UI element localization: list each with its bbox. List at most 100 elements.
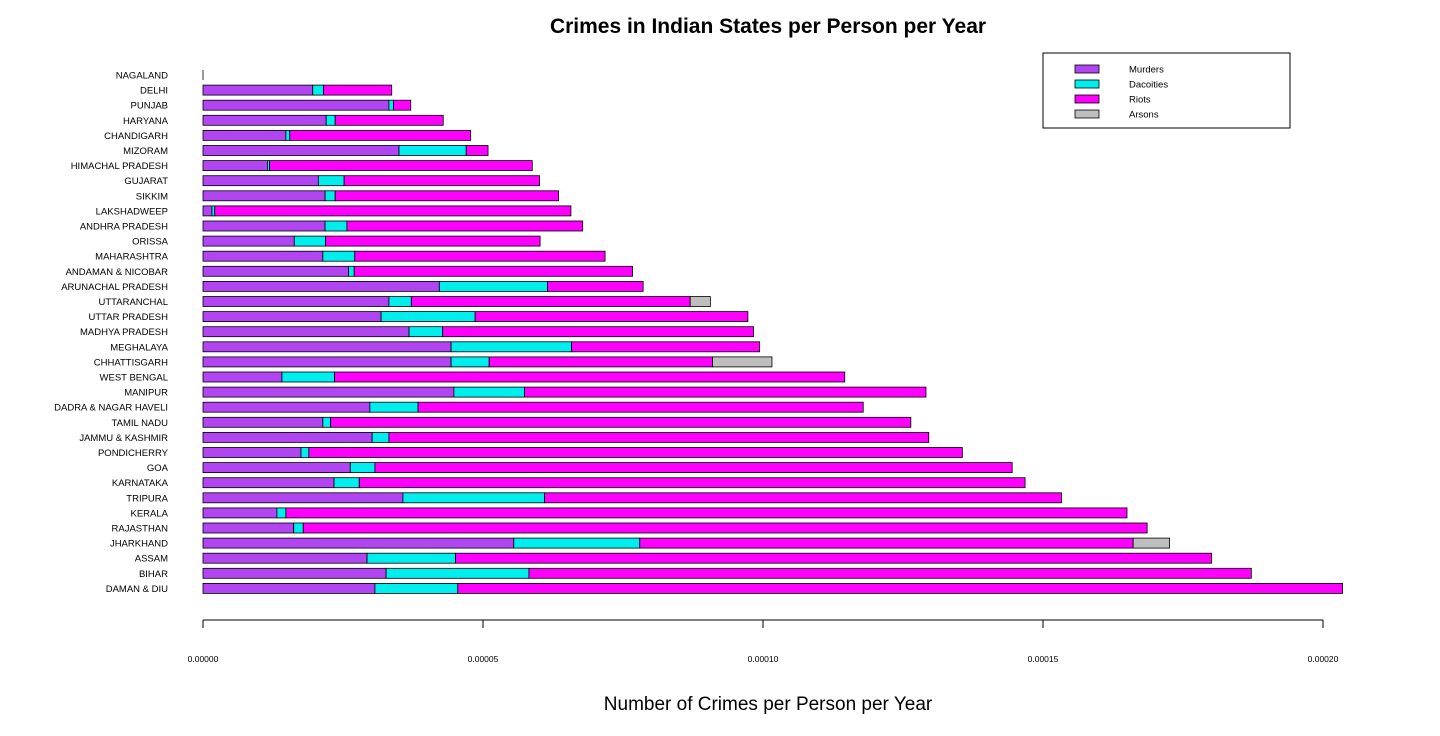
bar-segment-dacoities: [317, 175, 345, 187]
x-tick-label: 0.00000: [188, 654, 219, 664]
bar-segment-riots: [465, 145, 489, 156]
legend-swatch-dacoities: [1074, 79, 1100, 89]
category-label: LAKSHADWEEP: [96, 206, 168, 217]
bar-segment-riots: [322, 84, 393, 96]
bar-segment-dacoities: [324, 220, 348, 232]
bar-segment-dacoities: [369, 401, 419, 413]
bar-segment-riots: [388, 431, 930, 443]
bar-segment-riots: [488, 356, 714, 368]
bar-segment-murders: [202, 129, 287, 141]
bar-segment-murders: [202, 401, 371, 413]
category-label: JHARKHAND: [110, 539, 168, 550]
category-label: BIHAR: [139, 569, 168, 580]
bar-segment-murders: [202, 507, 278, 519]
category-label: ARUNACHAL PRADESH: [61, 282, 168, 293]
bar-segment-murders: [202, 552, 368, 564]
bar-segment-dacoities: [388, 99, 394, 111]
bar-segment-murders: [202, 296, 390, 307]
bar-segment-dacoities: [322, 416, 332, 428]
bar-segment-dacoities: [398, 145, 467, 156]
bar-segment-riots: [544, 492, 1062, 504]
bar-segment-riots: [374, 462, 1013, 474]
bar-segment-murders: [202, 477, 335, 489]
bar-segment-murders: [202, 386, 455, 398]
bar-segment-riots: [302, 522, 1148, 534]
category-label: ANDHRA PRADESH: [80, 222, 168, 233]
chart-title: Crimes in Indian States per Person per Y…: [550, 15, 986, 38]
bar-segment-dacoities: [438, 280, 548, 292]
category-label: WEST BENGAL: [100, 373, 168, 384]
bar-segment-riots: [410, 296, 691, 307]
bar-segment-dacoities: [211, 205, 216, 217]
bar-segment-riots: [547, 280, 644, 292]
category-label: GOA: [147, 463, 169, 474]
bar-segment-arsons: [712, 356, 773, 368]
x-axis-label: Number of Crimes per Person per Year: [604, 694, 933, 715]
category-label: MIZORAM: [123, 146, 168, 157]
bar-segment-dacoities: [366, 552, 456, 564]
category-label: KARNATAKA: [112, 478, 169, 489]
bar-segment-murders: [202, 537, 515, 549]
bar-segment-riots: [417, 401, 864, 413]
category-label: SIKKIM: [136, 191, 168, 202]
category-label: ORISSA: [132, 237, 169, 248]
bar-segment-murders: [202, 220, 326, 232]
x-tick-label: 0.00005: [468, 654, 499, 664]
bar-segment-riots: [330, 416, 912, 428]
legend-swatch-riots: [1074, 94, 1100, 104]
category-label: TRIPURA: [126, 493, 168, 504]
bar-segment-dacoities: [385, 567, 530, 579]
bar-segment-arsons: [689, 296, 711, 307]
category-label: RAJASTHAN: [112, 524, 169, 535]
bar-segment-murders: [202, 250, 324, 262]
category-label: DELHI: [140, 86, 168, 97]
bar-segment-riots: [455, 552, 1212, 564]
bar-segment-dacoities: [380, 311, 476, 323]
legend-label: Riots: [1129, 95, 1151, 106]
bar-segment-murders: [202, 190, 326, 202]
legend-label: Murders: [1129, 65, 1164, 76]
bar-segment-riots: [528, 567, 1252, 579]
bar-segment-riots: [334, 371, 846, 383]
category-label: DAMAN & DIU: [106, 584, 168, 595]
category-label: ASSAM: [135, 554, 168, 565]
bar-segment-riots: [334, 114, 444, 126]
bar-segment-riots: [392, 99, 412, 111]
bar-segment-dacoities: [312, 84, 324, 96]
legend-label: Arsons: [1129, 110, 1159, 121]
category-label: CHANDIGARH: [104, 131, 168, 142]
bar-segment-murders: [202, 160, 268, 172]
bar-segment-dacoities: [450, 356, 490, 368]
category-label: PONDICHERRY: [98, 448, 169, 459]
category-label: KERALA: [131, 508, 169, 519]
category-label: ANDAMAN & NICOBAR: [66, 267, 169, 278]
bar-segment-murders: [202, 371, 283, 383]
bar-segment-dacoities: [513, 537, 641, 549]
x-tick-label: 0.00010: [748, 654, 779, 664]
bar-segment-riots: [334, 190, 560, 202]
bar-segment-dacoities: [293, 235, 327, 247]
category-label: HIMACHAL PRADESH: [71, 161, 168, 172]
x-axis: 0.00000 0.00005 0.00010 0.00015 0.00020: [188, 619, 1339, 664]
bar-segment-dacoities: [349, 462, 376, 474]
bar-segment-murders: [202, 583, 376, 594]
category-labels: NAGALAND DELHI PUNJAB HARYANA CHANDIGARH MIZO…: [54, 71, 169, 595]
category-label: DADRA & NAGAR HAVELI: [54, 403, 168, 414]
legend-swatch-murders: [1074, 64, 1100, 74]
bar-segment-dacoities: [293, 522, 304, 534]
bar-segment-murders: [202, 280, 440, 292]
bar-segment-murders: [202, 265, 350, 277]
bar-segment-dacoities: [324, 190, 336, 202]
bar-segment-murders: [202, 462, 351, 474]
category-label: MANIPUR: [124, 388, 168, 399]
bar-segment-murders: [202, 492, 404, 504]
category-label: MEGHALAYA: [110, 342, 168, 353]
bar-segment-dacoities: [374, 583, 459, 594]
bar-segment-dacoities: [300, 447, 310, 458]
category-label: UTTAR PRADESH: [88, 312, 168, 323]
category-label: NAGALAND: [116, 71, 168, 82]
bar-segment-dacoities: [285, 129, 291, 141]
category-label: TAMIL NADU: [112, 418, 169, 429]
bar-segment-murders: [202, 311, 382, 323]
bar-segment-murders: [202, 145, 400, 156]
